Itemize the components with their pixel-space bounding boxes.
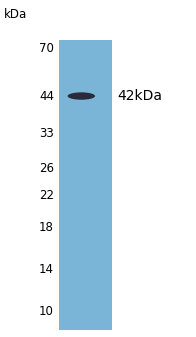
Text: 42kDa: 42kDa (118, 89, 163, 103)
Text: 10: 10 (39, 305, 54, 318)
Text: 26: 26 (39, 162, 54, 175)
Text: 44: 44 (39, 90, 54, 102)
Text: 18: 18 (39, 221, 54, 234)
Text: 70: 70 (39, 42, 54, 55)
Ellipse shape (68, 92, 95, 100)
Text: 14: 14 (39, 263, 54, 276)
Text: kDa: kDa (4, 8, 27, 22)
Text: 22: 22 (39, 189, 54, 202)
Bar (59, 40, 112, 330)
Text: 33: 33 (39, 127, 54, 140)
